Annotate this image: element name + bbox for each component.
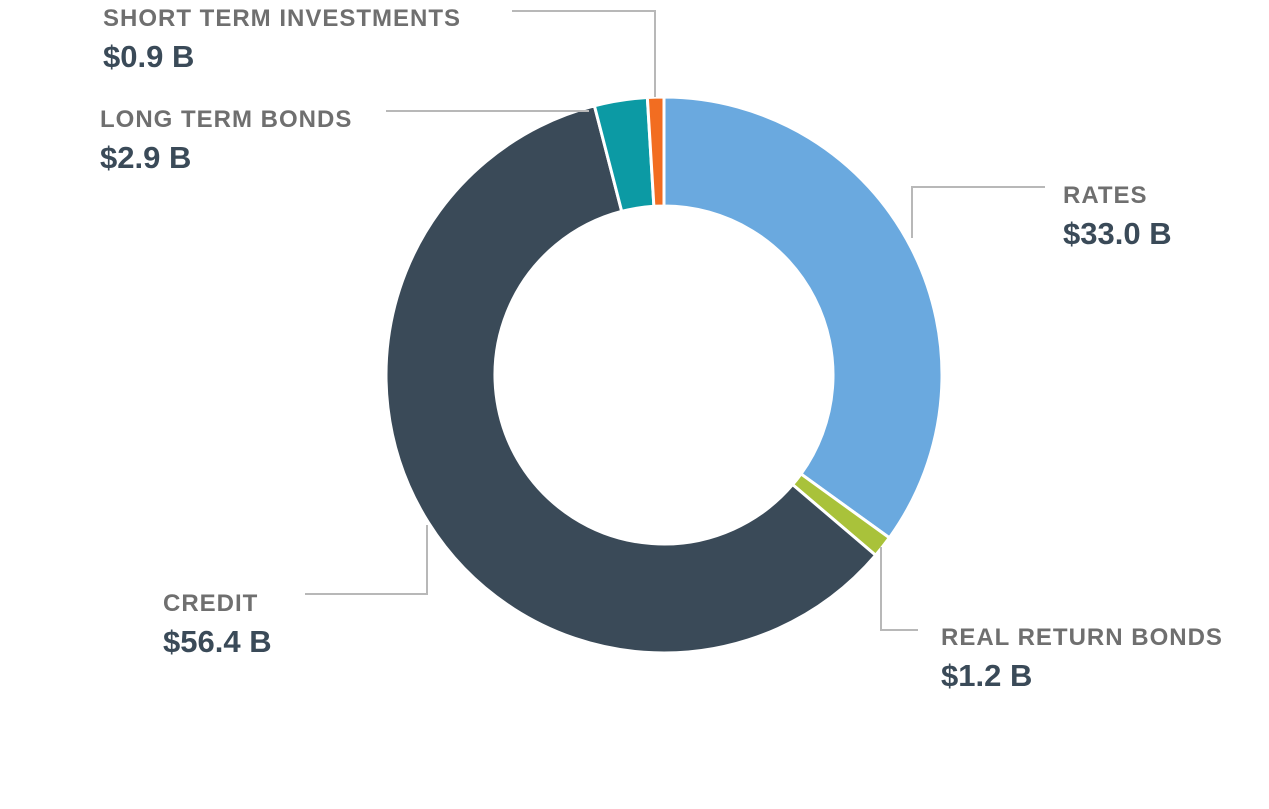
slice-rates: [662, 95, 944, 540]
callout-long-term-bonds: LONG TERM BONDS $2.9 B: [100, 106, 352, 177]
slice-value: $2.9 B: [100, 140, 192, 175]
slice-value: $33.0 B: [1063, 216, 1172, 251]
slice-credit: [384, 104, 878, 655]
callout-short-term-investments: SHORT TERM INVESTMENTS $0.9 B: [103, 5, 461, 76]
slice-label: LONG TERM BONDS: [100, 106, 353, 133]
leader-line-rates: [911, 186, 1045, 238]
callout-rates: RATES $33.0 B: [1063, 182, 1172, 253]
slice-label: REAL RETURN BONDS: [941, 624, 1223, 651]
leader-line-real-return-bonds: [880, 547, 918, 631]
callout-real-return-bonds: REAL RETURN BONDS $1.2 B: [941, 624, 1223, 695]
slice-value: $0.9 B: [103, 39, 195, 74]
slice-label: RATES: [1063, 182, 1148, 209]
leader-lines: [305, 10, 1045, 631]
callout-credit: CREDIT $56.4 B: [163, 590, 272, 661]
slice-value: $1.2 B: [941, 658, 1033, 693]
donut-slices: [384, 95, 944, 655]
slice-label: CREDIT: [163, 590, 259, 617]
slice-value: $56.4 B: [163, 624, 272, 659]
leader-line-short-term-investments: [512, 10, 656, 97]
slice-short-term-investments: [645, 95, 666, 208]
leader-line-credit: [305, 525, 428, 595]
slice-label: SHORT TERM INVESTMENTS: [103, 5, 462, 32]
